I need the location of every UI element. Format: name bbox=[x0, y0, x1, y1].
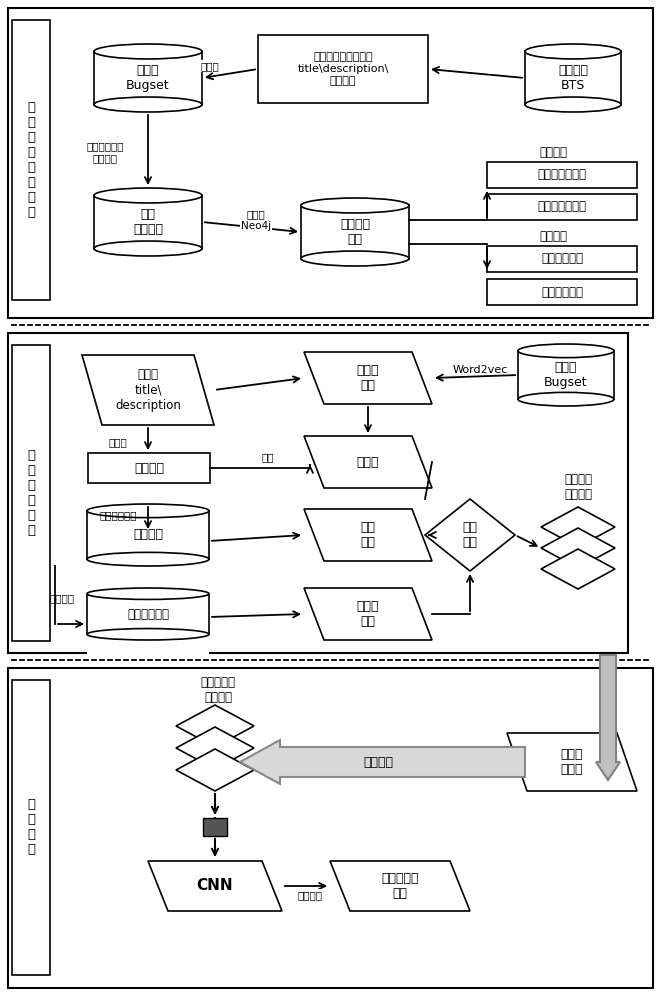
Text: 新缺陷
title\
description: 新缺陷 title\ description bbox=[115, 368, 181, 412]
Bar bbox=[301, 205, 409, 259]
Bar bbox=[487, 194, 637, 220]
Text: 新缺陷查询
嵌入: 新缺陷查询 嵌入 bbox=[381, 872, 419, 900]
Text: 加载: 加载 bbox=[262, 452, 274, 462]
Text: 预处理: 预处理 bbox=[108, 437, 128, 447]
Text: 三级同维
嵌入矩阵: 三级同维 嵌入矩阵 bbox=[564, 473, 592, 501]
Bar bbox=[94, 249, 202, 294]
Text: 增加共现实体: 增加共现实体 bbox=[541, 252, 583, 265]
Bar bbox=[88, 453, 210, 483]
Ellipse shape bbox=[87, 504, 209, 518]
Bar bbox=[487, 279, 637, 305]
Polygon shape bbox=[507, 733, 637, 791]
Text: 命名实体识别: 命名实体识别 bbox=[99, 510, 137, 520]
Text: 分配权重: 分配权重 bbox=[363, 756, 393, 768]
Bar bbox=[12, 20, 50, 300]
Text: 实体链接: 实体链接 bbox=[50, 593, 75, 603]
Polygon shape bbox=[425, 499, 515, 571]
Bar bbox=[94, 51, 202, 105]
Polygon shape bbox=[176, 727, 254, 769]
Ellipse shape bbox=[94, 241, 202, 256]
Bar bbox=[518, 351, 614, 399]
Bar bbox=[258, 35, 428, 103]
Text: CNN: CNN bbox=[197, 879, 233, 894]
Text: 查询实体: 查询实体 bbox=[133, 528, 163, 542]
FancyArrow shape bbox=[596, 655, 620, 780]
Text: 提取已修复缺陷报告
title\description\
分类信息: 提取已修复缺陷报告 title\description\ 分类信息 bbox=[297, 52, 389, 86]
Text: 命名实体识别
关系抽取: 命名实体识别 关系抽取 bbox=[86, 141, 124, 163]
Text: 开源项目
BTS: 开源项目 BTS bbox=[558, 64, 588, 92]
Ellipse shape bbox=[301, 198, 409, 213]
Ellipse shape bbox=[94, 97, 202, 112]
Text: 多
级
信
息
嵌
入: 多 级 信 息 嵌 入 bbox=[27, 449, 35, 537]
Bar bbox=[94, 105, 202, 150]
Polygon shape bbox=[304, 352, 432, 404]
Bar bbox=[94, 195, 202, 249]
Text: 实体相似度匹配: 实体相似度匹配 bbox=[537, 200, 586, 214]
Ellipse shape bbox=[94, 188, 202, 203]
Text: 上下文
嵌入: 上下文 嵌入 bbox=[357, 600, 379, 628]
Text: 预处理: 预处理 bbox=[201, 61, 219, 71]
Text: 词向量
模型: 词向量 模型 bbox=[357, 364, 379, 392]
Ellipse shape bbox=[94, 44, 202, 59]
Text: 知识丰富: 知识丰富 bbox=[539, 230, 567, 242]
Bar bbox=[87, 559, 209, 601]
Text: 自注意
力机制: 自注意 力机制 bbox=[561, 748, 583, 776]
Polygon shape bbox=[82, 355, 214, 425]
Text: 缺陷知识图谱: 缺陷知识图谱 bbox=[127, 607, 169, 620]
Ellipse shape bbox=[518, 344, 614, 358]
Text: 数据集
Bugset: 数据集 Bugset bbox=[544, 361, 588, 389]
Ellipse shape bbox=[87, 629, 209, 640]
Text: 实体
嵌入: 实体 嵌入 bbox=[360, 521, 375, 549]
Text: 实体对齐: 实体对齐 bbox=[539, 145, 567, 158]
Text: 三级特征化
嵌入矩阵: 三级特征化 嵌入矩阵 bbox=[200, 676, 235, 704]
Text: 增加同义实体: 增加同义实体 bbox=[541, 286, 583, 298]
Text: 存储入
Neo4j: 存储入 Neo4j bbox=[241, 209, 271, 231]
Bar bbox=[87, 634, 209, 669]
Text: 查
询
生
成: 查 询 生 成 bbox=[27, 798, 35, 856]
Bar bbox=[518, 399, 614, 441]
Bar bbox=[8, 668, 653, 988]
Polygon shape bbox=[541, 549, 615, 589]
Polygon shape bbox=[148, 861, 282, 911]
Polygon shape bbox=[304, 588, 432, 640]
Polygon shape bbox=[176, 705, 254, 747]
Bar bbox=[487, 246, 637, 272]
Bar bbox=[12, 680, 50, 975]
Text: 融合表示: 融合表示 bbox=[297, 890, 323, 900]
Bar bbox=[525, 105, 621, 150]
Text: Word2vec: Word2vec bbox=[452, 365, 508, 375]
Text: 缺陷知识
图谱: 缺陷知识 图谱 bbox=[340, 218, 370, 246]
Polygon shape bbox=[304, 509, 432, 561]
Text: 词嵌入: 词嵌入 bbox=[357, 456, 379, 468]
Ellipse shape bbox=[87, 552, 209, 566]
Bar bbox=[87, 594, 209, 634]
Bar bbox=[487, 162, 637, 188]
Polygon shape bbox=[330, 861, 470, 911]
Ellipse shape bbox=[518, 392, 614, 406]
Polygon shape bbox=[176, 749, 254, 791]
Bar bbox=[87, 511, 209, 559]
Bar bbox=[8, 8, 653, 318]
Ellipse shape bbox=[87, 588, 209, 599]
Bar bbox=[301, 259, 409, 304]
Text: 实体
实体关系: 实体 实体关系 bbox=[133, 208, 163, 236]
Text: 原始查询: 原始查询 bbox=[134, 462, 164, 475]
Text: 激活
函数: 激活 函数 bbox=[463, 521, 477, 549]
Text: 数据集
Bugset: 数据集 Bugset bbox=[126, 64, 170, 92]
Text: 实体规范化处理: 实体规范化处理 bbox=[537, 168, 586, 182]
Polygon shape bbox=[304, 436, 432, 488]
FancyArrow shape bbox=[240, 740, 525, 784]
Bar bbox=[8, 333, 628, 653]
Ellipse shape bbox=[301, 251, 409, 266]
Bar bbox=[525, 51, 621, 105]
Ellipse shape bbox=[525, 44, 621, 59]
Text: 缺
陷
知
识
图
谱
构
建: 缺 陷 知 识 图 谱 构 建 bbox=[27, 101, 35, 219]
Polygon shape bbox=[541, 507, 615, 547]
Polygon shape bbox=[541, 528, 615, 568]
Bar bbox=[12, 345, 50, 641]
Bar bbox=[203, 818, 227, 836]
Ellipse shape bbox=[525, 97, 621, 112]
